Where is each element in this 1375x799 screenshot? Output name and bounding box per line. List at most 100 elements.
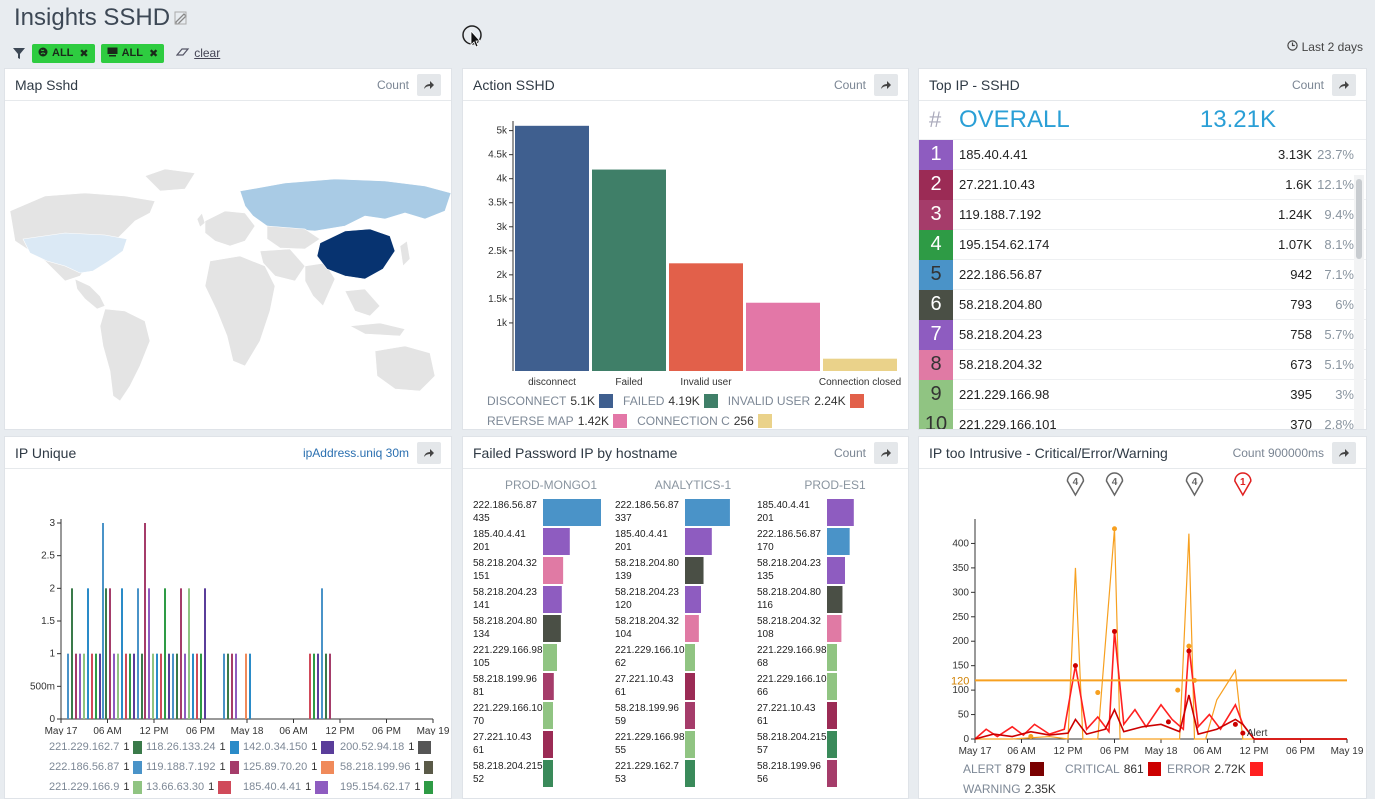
legend-item[interactable]: 185.40.4.41 1 <box>243 777 336 797</box>
filter-icon[interactable] <box>12 46 26 60</box>
data-point <box>1232 721 1238 727</box>
world-map[interactable] <box>5 101 452 430</box>
share-icon[interactable] <box>1332 441 1356 464</box>
ip-address: 58.218.204.32 <box>959 357 1043 372</box>
legend-item[interactable]: FAILED 4.19K <box>623 391 718 411</box>
share-icon[interactable] <box>1332 73 1356 96</box>
map-panel: Map Sshd Count <box>4 68 452 430</box>
legend-item[interactable]: 142.0.34.150 1 <box>243 737 336 757</box>
event-marker-icon: 4 <box>1185 472 1204 497</box>
ip-address: 58.218.204.80 <box>959 297 1043 312</box>
legend-label: 58.218.199.96 <box>340 761 411 773</box>
bar-value-label: 435 <box>473 513 490 524</box>
bar-value-label: 68 <box>757 658 769 669</box>
legend-item[interactable]: CRITICAL 861 <box>1065 759 1161 779</box>
legend-label: 142.0.34.150 <box>243 741 308 753</box>
time-range-selector[interactable]: Last 2 days <box>1286 40 1363 54</box>
legend-item[interactable]: 119.188.7.192 1 <box>146 757 239 777</box>
legend-item[interactable]: REVERSE MAP 1.42K <box>487 411 628 429</box>
legend-item[interactable]: DISCONNECT 5.1K <box>487 391 614 411</box>
legend-label: INVALID USER <box>727 394 811 408</box>
filter-chip-host[interactable]: ALL ✖ <box>100 43 165 63</box>
hbar <box>827 557 845 584</box>
legend-value: 1 <box>219 741 226 753</box>
panel-header: IP Unique ipAddress.uniq 30m <box>5 437 451 469</box>
alert-annotation: Alert <box>1247 728 1268 739</box>
top-ip-row[interactable]: 7 58.218.204.23 758 5.7% <box>919 319 1366 350</box>
share-icon[interactable] <box>874 73 898 96</box>
remove-filter-icon[interactable]: ✖ <box>149 47 159 60</box>
top-ip-row[interactable]: 2 27.221.10.43 1.6K 12.1% <box>919 169 1366 200</box>
legend-item[interactable]: 118.26.133.24 1 <box>146 737 239 757</box>
legend-item[interactable]: INVALID USER 2.24K <box>728 391 864 411</box>
legend-item[interactable]: 58.218.199.96 1 <box>340 757 433 777</box>
bar-ip-label: 222.186.56.87 <box>757 529 821 540</box>
bar-value-label: 201 <box>473 542 490 553</box>
legend-item[interactable]: 221.229.162.7 1 <box>49 737 142 757</box>
hbar <box>827 731 837 758</box>
legend-item[interactable]: CONNECTION C 256 <box>637 411 772 429</box>
map-region-china <box>316 228 396 280</box>
group-title: ANALYTICS-1 <box>655 478 732 492</box>
x-tick-label: May 17 <box>45 726 78 735</box>
top-ip-row[interactable]: 9 221.229.166.98 395 3% <box>919 379 1366 410</box>
spike-bar <box>75 653 77 719</box>
bar-ip-label: 27.221.10.43 <box>615 674 674 685</box>
marker-pin <box>1105 472 1124 497</box>
legend-item[interactable]: ALERT 879 <box>963 759 1059 779</box>
legend-item[interactable]: 221.229.166.9 1 <box>49 777 142 797</box>
legend-item[interactable]: ERROR 2.72K <box>1167 759 1263 779</box>
ip-percent: 23.7% <box>1317 147 1354 162</box>
edit-icon[interactable] <box>174 10 190 26</box>
bar-ip-label: 221.229.166.101 <box>473 703 549 714</box>
legend-item[interactable]: 195.154.62.17 1 <box>340 777 433 797</box>
spike-bar <box>91 653 93 719</box>
spike-bar <box>192 653 194 719</box>
legend-item[interactable]: 222.186.56.87 1 <box>49 757 142 777</box>
scrollbar-thumb[interactable] <box>1356 179 1362 259</box>
map-region-usa <box>22 232 128 274</box>
data-point <box>1165 719 1171 725</box>
legend-item[interactable]: 200.52.94.18 1 <box>340 737 433 757</box>
filter-chip-location[interactable]: ALL ✖ <box>32 43 95 63</box>
spike-bar <box>148 588 150 719</box>
panel-title: IP too Intrusive - Critical/Error/Warnin… <box>929 444 1168 461</box>
rank-badge: 7 <box>919 319 953 350</box>
hbar <box>827 760 837 787</box>
map-region-middle-east <box>259 248 306 282</box>
scrollbar-track[interactable] <box>1354 175 1364 429</box>
legend-item[interactable]: 125.89.70.20 1 <box>243 757 336 777</box>
y-tick-label: 4k <box>496 174 508 185</box>
top-ip-row[interactable]: 8 58.218.204.32 673 5.1% <box>919 349 1366 380</box>
clear-filters-link[interactable]: clear <box>175 46 220 60</box>
share-icon[interactable] <box>417 73 441 96</box>
bar-ip-label: 58.218.204.215 <box>473 761 543 772</box>
bar-ip-label: 27.221.10.43 <box>473 732 532 743</box>
panel-metric: Count <box>833 445 866 460</box>
legend-value: 861 <box>1123 762 1144 776</box>
top-ip-row[interactable]: 6 58.218.204.80 793 6% <box>919 289 1366 320</box>
y-tick-label: 350 <box>952 563 969 574</box>
top-ip-row[interactable]: 1 185.40.4.41 3.13K 23.7% <box>919 139 1366 170</box>
legend-item[interactable]: WARNING 2.35K <box>963 779 1059 798</box>
top-ip-row[interactable]: 10 221.229.166.101 370 2.8% <box>919 409 1366 429</box>
share-icon[interactable] <box>874 441 898 464</box>
top-ip-row[interactable]: 3 119.188.7.192 1.24K 9.4% <box>919 199 1366 230</box>
legend-swatch <box>229 760 239 774</box>
panel-header: Failed Password IP by hostname Count <box>463 437 908 469</box>
bar-ip-label: 58.218.204.23 <box>615 587 679 598</box>
hbar <box>543 586 562 613</box>
remove-filter-icon[interactable]: ✖ <box>79 47 89 60</box>
spike-bar <box>109 588 111 719</box>
panel-header: Map Sshd Count <box>5 69 451 101</box>
map-region-russia <box>239 178 451 232</box>
legend-label: 200.52.94.18 <box>340 741 405 753</box>
legend-item[interactable]: 13.66.63.30 1 <box>146 777 239 797</box>
rank-badge: 4 <box>919 229 953 260</box>
share-icon[interactable] <box>417 441 441 464</box>
bar-ip-label: 27.221.10.43 <box>757 703 816 714</box>
top-ip-row[interactable]: 4 195.154.62.174 1.07K 8.1% <box>919 229 1366 260</box>
hash-label: # <box>929 107 942 132</box>
top-ip-row[interactable]: 5 222.186.56.87 942 7.1% <box>919 259 1366 290</box>
legend-value: 256 <box>733 414 754 428</box>
